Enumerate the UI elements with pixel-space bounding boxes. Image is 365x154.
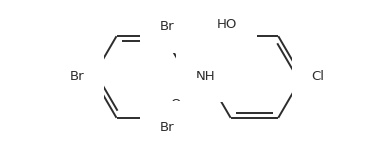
Text: O: O: [170, 98, 180, 111]
Text: HO: HO: [216, 18, 237, 31]
Text: Cl: Cl: [311, 71, 324, 83]
Text: Br: Br: [160, 20, 174, 33]
Text: NH: NH: [196, 69, 216, 83]
Text: Br: Br: [69, 71, 84, 83]
Text: Br: Br: [160, 121, 174, 134]
